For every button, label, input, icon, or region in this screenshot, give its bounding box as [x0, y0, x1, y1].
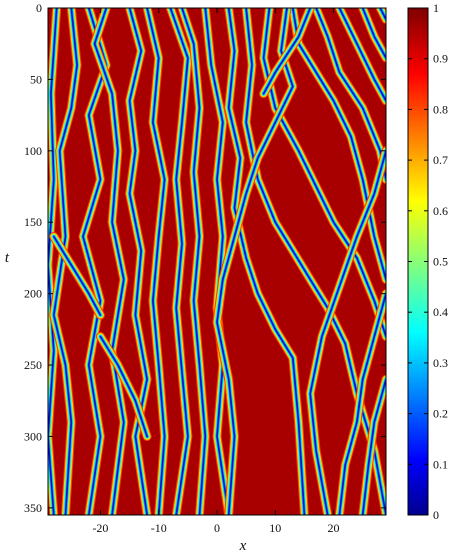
valley-23-layer-4	[53, 235, 102, 316]
valley-8-layer-4	[204, 8, 230, 515]
colorbar-tick-label: 0	[433, 508, 439, 522]
y-tick-label: 200	[24, 287, 42, 301]
colorbar-tick-label: 0.5	[433, 255, 448, 269]
valley-20-layer-4	[338, 292, 386, 515]
y-tick-label: 100	[24, 144, 42, 158]
valley-17-layer-4	[216, 8, 294, 515]
valley-18-layer-4	[262, 8, 311, 95]
valley-11-layer-4	[262, 8, 386, 338]
valley-2-layer-4	[82, 8, 108, 515]
colorbar-tick-label: 0.7	[433, 153, 448, 167]
y-tick-label: 50	[30, 72, 42, 86]
valley-1-layer-4	[53, 8, 78, 515]
heatmap-valleys	[48, 8, 386, 515]
y-axis-label: t	[5, 250, 10, 266]
valley-19-layer-4	[309, 150, 386, 515]
colorbar-tick-label: 0.4	[433, 305, 448, 319]
valley-9-layer-4	[227, 8, 306, 515]
valley-3-layer-4	[93, 8, 125, 515]
colorbar-tick-label: 0.9	[433, 52, 448, 66]
y-tick-label: 150	[24, 215, 42, 229]
x-axis-ticks: -20 -10 0 10 20	[92, 8, 340, 535]
y-tick-label: 250	[24, 358, 42, 372]
valley-6-layer-4	[169, 8, 189, 515]
heatmap-plot-area	[47, 7, 387, 516]
colorbar-tick-label: 0.1	[433, 457, 448, 471]
colorbar-tick-label: 0.6	[433, 204, 448, 218]
valley-22-layer-4	[99, 335, 148, 438]
colorbar-tick-label: 0.2	[433, 407, 448, 421]
x-axis-label: x	[239, 538, 247, 554]
valley-21-layer-4	[361, 378, 386, 515]
valley-14-layer-4	[338, 8, 386, 102]
x-tick-label: -20	[92, 521, 108, 535]
valley-12-layer-4	[292, 8, 386, 281]
colorbar-tick-label: 1	[433, 1, 439, 15]
valley-5-layer-4	[146, 8, 166, 515]
x-tick-label: -10	[151, 521, 167, 535]
valley-16-layer-4	[379, 8, 386, 21]
y-tick-label: 0	[36, 1, 42, 15]
x-tick-label: 10	[269, 521, 281, 535]
y-tick-label: 350	[24, 501, 42, 515]
colorbar-tick-label: 0.8	[433, 102, 448, 116]
x-tick-label: 20	[328, 521, 340, 535]
valley-0-layer-4	[48, 8, 58, 515]
colorbar-tick-label: 0.3	[433, 356, 448, 370]
valley-15-layer-4	[361, 8, 386, 59]
y-axis-ticks: 0 50 100 150 200 250 300 350	[24, 1, 386, 515]
x-tick-label: 0	[214, 521, 220, 535]
colorbar: 0 0.1 0.2 0.3 0.4 0.5 0.6 0.7 0.8 0.9 1	[407, 1, 448, 522]
y-tick-label: 300	[24, 429, 42, 443]
valley-7-layer-4	[181, 8, 207, 515]
colorbar-ticks: 0 0.1 0.2 0.3 0.4 0.5 0.6 0.7 0.8 0.9 1	[408, 1, 448, 522]
